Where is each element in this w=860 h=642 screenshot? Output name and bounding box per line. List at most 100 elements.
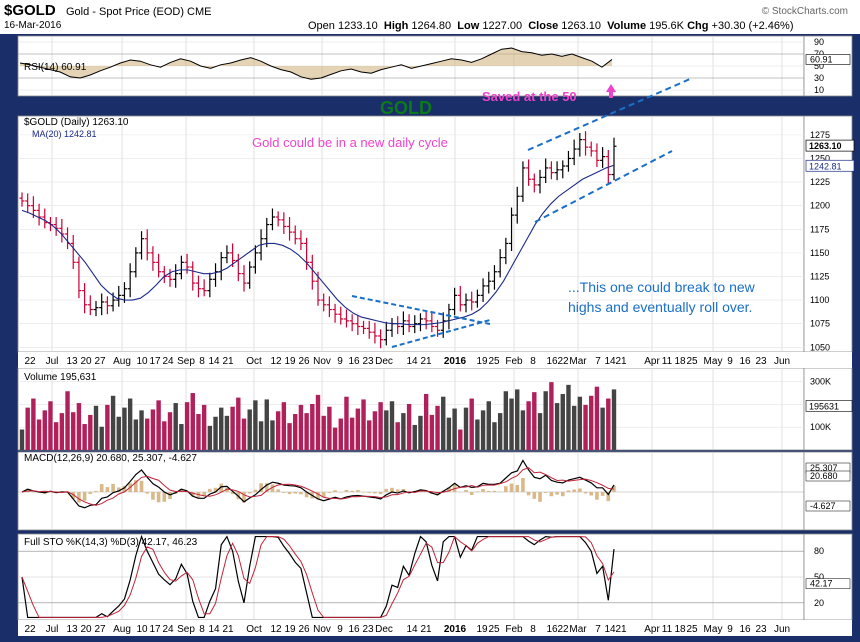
macd-hist-bar	[338, 492, 343, 493]
macd-title: MACD(12,26,9) 20.680, 25.307, -4.627	[24, 453, 197, 464]
x-tick-label: Feb	[505, 356, 523, 367]
volume-bar	[418, 415, 423, 450]
x-tick-label: 17	[149, 356, 161, 367]
low-value: 1227.00	[482, 20, 523, 32]
x-tick-label: 9	[727, 624, 733, 635]
sto-axis-panel	[803, 533, 853, 621]
x-tick-label: 22	[557, 356, 569, 367]
macd-hist-bar	[475, 491, 480, 492]
volume-bar	[384, 410, 389, 450]
volume-bar	[122, 407, 127, 450]
x-tick-label: 17	[149, 624, 161, 635]
volume-bar	[606, 398, 611, 450]
x-tick-label: 14	[604, 624, 616, 635]
volume-bar	[526, 401, 531, 450]
x-tick-label: Jul	[46, 624, 59, 635]
volume-bar	[264, 399, 269, 450]
x-tick-label: Mar	[569, 356, 587, 367]
x-tick-label: 2016	[444, 624, 467, 635]
open-label: Open	[308, 20, 335, 32]
x-tick-label: 16	[348, 624, 360, 635]
sto-last-box	[805, 578, 851, 589]
volume-last-box	[805, 400, 853, 412]
x-tick-label: 25	[488, 624, 500, 635]
macd-hist-bar	[111, 483, 115, 492]
rsi-title: RSI(14) 60.91	[24, 62, 87, 73]
macd-hist-bar	[151, 492, 155, 500]
macd-hist-bar	[583, 492, 588, 494]
close-value: 1263.10	[561, 20, 602, 32]
macd-hist-bar	[560, 492, 565, 497]
volume-bar	[219, 407, 224, 450]
chart-date: 16-Mar-2016	[4, 20, 62, 31]
volume-bar	[367, 420, 372, 450]
volume-bar	[594, 386, 600, 450]
volume-bar	[184, 402, 190, 450]
price-tick-label: 1225	[810, 177, 830, 187]
volume-bar	[287, 423, 292, 450]
macd-hist-bar	[219, 483, 224, 492]
volume-bar	[338, 418, 343, 450]
volume-bar	[497, 413, 503, 450]
x-tick-label: Sep	[177, 356, 195, 367]
macd-hist-bar	[208, 488, 212, 492]
macd-hist-bar	[276, 489, 280, 492]
volume-bar	[247, 409, 252, 450]
price-tick-label: 1125	[810, 271, 829, 281]
volume-bar	[258, 421, 264, 450]
description: Gold - Spot Price (EOD) CME	[66, 6, 212, 18]
rsi-axis-panel	[803, 35, 853, 97]
sto-last-label: 42.17	[810, 579, 833, 589]
volume-bar	[31, 398, 36, 450]
x-tick-label: 27	[94, 356, 106, 367]
macd-hist-bar	[498, 491, 502, 492]
volume-bar	[127, 398, 133, 450]
volume-bar	[88, 414, 93, 450]
volume-bar	[446, 417, 452, 450]
price-tick-label: 1200	[810, 201, 830, 211]
macd-hist-bar	[82, 492, 87, 501]
volume-bar	[99, 426, 104, 450]
macd-hist-bar	[88, 492, 93, 494]
volume-bar	[560, 393, 565, 450]
rsi-last-label: 60.91	[810, 54, 833, 64]
x-tick-label: 22	[24, 624, 36, 635]
volume-bar	[611, 389, 617, 450]
price-tick-label: 1050	[810, 342, 830, 352]
x-tick-label: 9	[727, 356, 733, 367]
x-tick-label: May	[704, 356, 723, 367]
x-tick-label: 14	[406, 356, 418, 367]
close-label: Close	[528, 20, 559, 32]
macd-hist-bar	[77, 492, 81, 503]
rsi-tick-label: 50	[814, 61, 824, 71]
x-tick-label: 21	[222, 624, 234, 635]
volume-bar	[133, 419, 139, 450]
macd-hist-bar	[566, 490, 571, 492]
macd-hist-bar	[99, 484, 104, 492]
volume-bar	[554, 403, 560, 450]
xaxis-strip-bottom	[18, 620, 852, 636]
macd-line	[21, 459, 615, 509]
credit: © StockCharts.com	[761, 6, 848, 17]
x-tick-label: 8	[530, 356, 536, 367]
macd-hist-bar	[424, 491, 428, 492]
price-axis-panel	[803, 115, 853, 353]
volume-bar	[145, 418, 150, 450]
x-tick-label: 10	[136, 356, 148, 367]
x-tick-label: 26	[298, 624, 310, 635]
macd-hist-bar	[287, 492, 292, 495]
ma20-line	[21, 164, 615, 326]
x-tick-label: 19	[284, 624, 296, 635]
macd-hist-bar	[538, 492, 542, 502]
volume-bar	[281, 402, 287, 450]
volume-bar	[162, 421, 167, 450]
ohlc-readout: Open 1233.10 High 1264.80 Low 1227.00 Cl…	[308, 20, 793, 32]
volume-bar	[543, 391, 548, 450]
price-tick-label: 1150	[810, 248, 829, 258]
x-tick-label: Nov	[313, 624, 331, 635]
x-tick-label: Apr	[644, 624, 660, 635]
macd-hist-bar	[282, 492, 286, 493]
x-tick-label: 14	[208, 356, 220, 367]
macd-hist-bar	[481, 489, 485, 492]
macd-hist-bar	[452, 483, 457, 492]
